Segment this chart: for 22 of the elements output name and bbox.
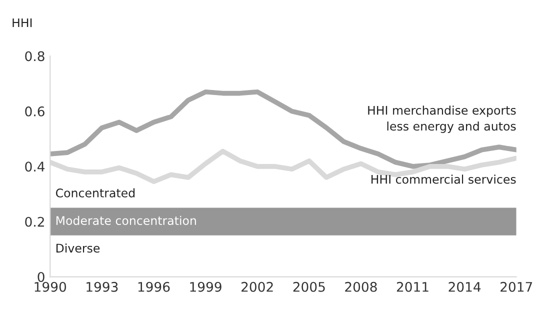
x-tick-label: 2017 — [500, 282, 532, 292]
x-tick-label: 2011 — [396, 282, 428, 292]
series-label: HHI merchandise exports less energy and autos — [368, 106, 516, 133]
x-tick-label: 2008 — [345, 282, 377, 292]
series-label: HHI commercial services — [371, 174, 516, 184]
x-tick-label: 1993 — [86, 282, 118, 292]
band-label: Moderate concentration — [56, 216, 196, 226]
annotation: Diverse — [56, 243, 100, 253]
y-tick-label: 0.4 — [25, 162, 45, 172]
y-axis-title: HHI — [12, 18, 32, 28]
x-tick-label: 1999 — [190, 282, 222, 292]
y-tick-label: 0.8 — [25, 51, 44, 62]
x-tick-label: 2002 — [242, 282, 273, 292]
y-tick-label: 0.2 — [25, 216, 44, 227]
x-tick-label: 2014 — [448, 282, 481, 292]
x-tick-label: 1990 — [34, 282, 66, 292]
annotation: Concentrated — [56, 188, 135, 198]
y-tick-label: 0 — [38, 272, 44, 282]
x-tick-label: 2005 — [293, 282, 325, 292]
y-tick-label: 0.6 — [25, 106, 44, 116]
line-series — [50, 89, 516, 169]
x-tick-label: 1996 — [138, 282, 170, 292]
